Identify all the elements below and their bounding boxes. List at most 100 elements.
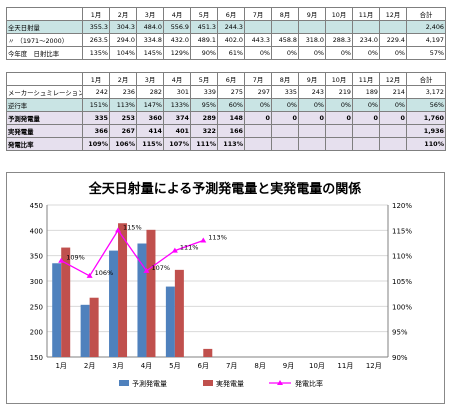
- legend-marker-ratio: [277, 380, 283, 385]
- ratio-point: [171, 247, 178, 253]
- table-cell: 0%: [325, 46, 353, 60]
- table-cell: 104%: [109, 46, 137, 60]
- table-cell: 129%: [163, 46, 191, 60]
- month-header: 10月: [325, 72, 353, 86]
- month-header: 12月: [379, 72, 407, 86]
- table-cell: [298, 20, 326, 34]
- table-cell: 318.0: [298, 33, 326, 47]
- table-cell: 0%: [352, 46, 380, 60]
- table-cell: 214: [379, 85, 407, 99]
- bar-actual: [118, 223, 128, 357]
- left-tick-label: 300: [30, 278, 43, 286]
- solar-radiation-table: 1月 2月 3月 4月 5月 6月 7月 8月 9月 10月 11月 12月 合計 全天日射量 355.3 3…: [6, 7, 446, 60]
- row-label: 〃 （1971〜2000）: [6, 33, 83, 47]
- table-cell: 243: [298, 85, 326, 99]
- table-row: 今年度 日射比率 135% 104% 145% 129% 90% 61% 0% 0% 0% 0% 0%…: [6, 46, 446, 60]
- chart-title: 全天日射量による予測発電量と実発電量の関係: [88, 181, 362, 197]
- bar-actual: [89, 297, 99, 357]
- total-cell: 110%: [406, 137, 446, 151]
- x-tick-label: 11月: [337, 362, 353, 370]
- total-cell: 2,406: [406, 20, 446, 34]
- left-tick-label: 200: [30, 329, 43, 337]
- total-header: 合計: [406, 72, 446, 86]
- legend-label-ratio: 発電比率: [295, 379, 323, 388]
- table-cell: 0: [244, 111, 272, 125]
- table-cell: 366: [82, 124, 110, 138]
- table-cell: [244, 137, 272, 151]
- month-header: 2月: [109, 72, 137, 86]
- total-cell: 4,197: [406, 33, 446, 47]
- ratio-point: [58, 257, 65, 263]
- table-cell: 0: [379, 111, 407, 125]
- table-cell: 0: [352, 111, 380, 125]
- legend-swatch-forecast: [119, 380, 129, 386]
- month-header: 7月: [244, 72, 272, 86]
- x-tick-label: 4月: [141, 362, 152, 370]
- month-header: 6月: [217, 7, 245, 21]
- bar-forecast: [137, 243, 147, 357]
- table-cell: 489.1: [190, 33, 218, 47]
- x-tick-label: 6月: [198, 362, 209, 370]
- ratio-data-label: 107%: [151, 264, 170, 272]
- table-cell: 61%: [217, 46, 245, 60]
- table-cell: 0%: [271, 98, 299, 112]
- table-cell: 0: [271, 111, 299, 125]
- table-cell: 95%: [190, 98, 218, 112]
- table-cell: 189: [352, 85, 380, 99]
- bar-forecast: [80, 304, 90, 357]
- table-row: 発電比率 109% 106% 115% 107% 111% 113% 110%: [6, 137, 446, 151]
- table-cell: 0%: [244, 46, 272, 60]
- total-cell: 56%: [406, 98, 446, 112]
- table-cell: 133%: [163, 98, 191, 112]
- table-cell: 0%: [352, 98, 380, 112]
- left-tick-label: 400: [30, 227, 43, 235]
- table-cell: 263.5: [82, 33, 110, 47]
- month-header: 5月: [190, 7, 218, 21]
- table-cell: 297: [244, 85, 272, 99]
- table-cell: 111%: [190, 137, 218, 151]
- row-label: 今年度 日射比率: [6, 46, 83, 60]
- table-cell: 0: [325, 111, 353, 125]
- table-cell: [298, 137, 326, 151]
- month-header: 3月: [136, 72, 164, 86]
- x-tick-label: 5月: [169, 362, 180, 370]
- row-label: 発電比率: [6, 137, 83, 151]
- legend-swatch-actual: [203, 380, 213, 386]
- table-cell: 355.3: [82, 20, 110, 34]
- right-tick-label: 90%: [392, 354, 408, 362]
- bar-actual: [61, 247, 71, 357]
- table-cell: 145%: [136, 46, 164, 60]
- header-row: 1月 2月 3月 4月 5月 6月 7月 8月 9月 10月 11月 12月 合計: [6, 7, 446, 21]
- table-cell: 234.0: [352, 33, 380, 47]
- table-cell: [379, 124, 407, 138]
- table-cell: 106%: [109, 137, 137, 151]
- ratio-point: [86, 272, 93, 278]
- ratio-data-label: 113%: [208, 233, 227, 241]
- table-cell: 0%: [271, 46, 299, 60]
- table-cell: 60%: [217, 98, 245, 112]
- month-header: 9月: [298, 72, 326, 86]
- table-cell: 458.8: [271, 33, 299, 47]
- table-cell: 236: [109, 85, 137, 99]
- month-header: 7月: [244, 7, 272, 21]
- table-cell: 90%: [190, 46, 218, 60]
- table-cell: 166: [217, 124, 245, 138]
- legend-label-actual: 実発電量: [216, 379, 244, 388]
- month-header: 11月: [352, 72, 380, 86]
- table-cell: [379, 20, 407, 34]
- table-cell: 484.0: [136, 20, 164, 34]
- table-cell: 322: [190, 124, 218, 138]
- month-header: 8月: [271, 7, 299, 21]
- ratio-line: [60, 229, 204, 277]
- x-tick-label: 3月: [112, 362, 123, 370]
- table-cell: 432.0: [163, 33, 191, 47]
- x-tick-label: 9月: [283, 362, 294, 370]
- table-cell: 451.3: [190, 20, 218, 34]
- left-tick-label: 250: [30, 303, 43, 311]
- table-cell: 288.3: [325, 33, 353, 47]
- table-cell: [298, 124, 326, 138]
- table-cell: 339: [190, 85, 218, 99]
- total-cell: 1,936: [406, 124, 446, 138]
- table-row: 逆行率 151% 113% 147% 133% 95% 60% 0% 0% 0% 0% 0% 0% 56%: [6, 98, 446, 112]
- month-header: 12月: [379, 7, 407, 21]
